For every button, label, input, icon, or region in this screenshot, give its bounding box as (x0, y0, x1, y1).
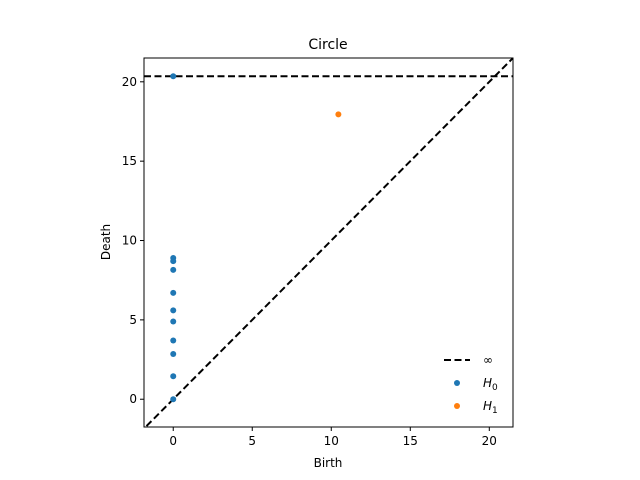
point-h0-8 (170, 351, 176, 357)
point-h0-10 (170, 396, 176, 402)
y-tick-label-10: 10 (122, 234, 137, 248)
point-h0-9 (170, 373, 176, 379)
point-h0-5 (170, 307, 176, 313)
point-h0-4 (170, 290, 176, 296)
chart-title: Circle (308, 37, 347, 53)
point-h1-0 (335, 111, 341, 117)
y-tick-label-20: 20 (122, 75, 137, 89)
point-h0-0 (170, 73, 176, 79)
x-tick-label-0: 0 (169, 434, 177, 448)
point-h0-6 (170, 318, 176, 324)
legend-marker-h1 (454, 403, 460, 409)
point-h0-2 (170, 258, 176, 264)
y-tick-label-5: 5 (129, 313, 137, 327)
x-tick-label-15: 15 (403, 434, 418, 448)
y-tick-label-0: 0 (129, 392, 137, 406)
legend-label-subscript: 1 (492, 406, 498, 416)
y-axis-label: Death (99, 224, 113, 260)
legend-label-main: H (483, 399, 492, 413)
x-tick-label-20: 20 (482, 434, 497, 448)
legend-label-main: H (483, 376, 492, 390)
legend-infinity-label: ∞ (483, 353, 493, 367)
x-tick-label-5: 5 (248, 434, 256, 448)
legend-label-subscript: 0 (492, 383, 498, 393)
x-tick-label-10: 10 (324, 434, 339, 448)
x-axis-label: Birth (314, 456, 343, 470)
y-tick-label-15: 15 (122, 154, 137, 168)
point-h0-3 (170, 267, 176, 273)
legend-marker-h0 (454, 380, 460, 386)
point-h0-7 (170, 338, 176, 344)
